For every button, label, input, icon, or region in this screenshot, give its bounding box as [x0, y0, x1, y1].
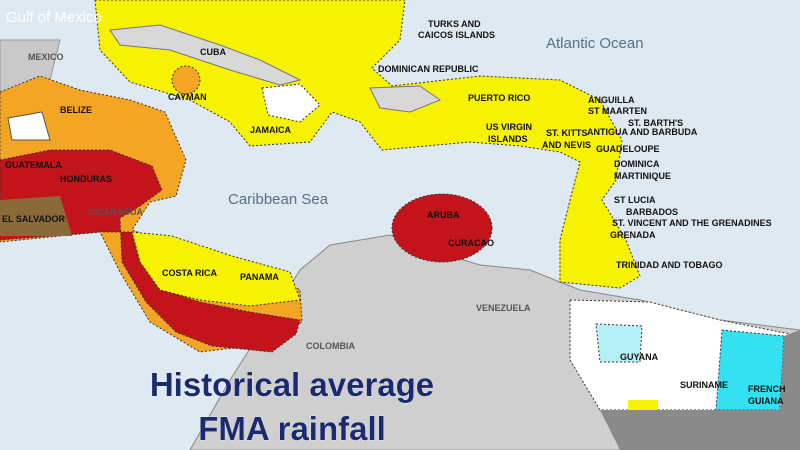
place-label: CURACAO	[448, 238, 494, 248]
island-hispaniola	[369, 85, 442, 113]
place-label: ARUBA	[427, 210, 460, 220]
water-label: Caribbean Sea	[228, 191, 329, 208]
place-label: ST LUCIA	[614, 195, 656, 205]
place-label: SURINAME	[680, 380, 728, 390]
zone-light-cyan	[595, 323, 643, 363]
place-label: GUADELOUPE	[596, 144, 660, 154]
place-label: BARBADOS	[626, 207, 678, 217]
water-label: Gulf of Mexico	[6, 9, 102, 26]
place-label: ST. VINCENT AND THE GRENADINES	[612, 218, 772, 228]
place-label: AND NEVIS	[542, 140, 591, 150]
place-label: DOMINICAN REPUBLIC	[378, 64, 479, 74]
place-label: GUIANA	[748, 396, 784, 406]
zone-white-belize	[7, 111, 51, 141]
title: Historical average	[150, 366, 434, 403]
zone-brown	[0, 196, 72, 236]
place-label: GRENADA	[610, 230, 656, 240]
place-label: DOMINICA	[614, 159, 660, 169]
place-label: ANGUILLA	[588, 95, 635, 105]
place-label: ST MAARTEN	[588, 106, 647, 116]
title: FMA rainfall	[198, 410, 386, 447]
place-label: TRINIDAD AND TOBAGO	[616, 260, 723, 270]
land-gray	[600, 330, 800, 450]
place-label: CAICOS ISLANDS	[418, 30, 495, 40]
place-label: PUERTO RICO	[468, 93, 530, 103]
place-label: JAMAICA	[250, 125, 292, 135]
place-label: ST. KITTS	[546, 128, 588, 138]
place-label: ANTIGUA AND BARBUDA	[587, 127, 698, 137]
place-label: ST. BARTH'S	[628, 118, 683, 128]
zone-yellow	[94, 0, 641, 289]
place-label: GUATEMALA	[5, 160, 62, 170]
zone-white	[261, 83, 321, 123]
place-label: FRENCH	[748, 384, 786, 394]
place-label: EL SALVADOR	[2, 214, 66, 224]
place-label: ISLANDS	[488, 134, 528, 144]
place-label: NICARAGUA	[88, 207, 143, 217]
place-label: VENEZUELA	[476, 303, 531, 313]
place-label: BELIZE	[60, 105, 92, 115]
place-label: HONDURAS	[60, 174, 112, 184]
place-label: MARTINIQUE	[614, 171, 671, 181]
place-label: TURKS AND	[428, 19, 481, 29]
place-label: COLOMBIA	[306, 341, 355, 351]
place-label: GUYANA	[620, 352, 659, 362]
place-label: US VIRGIN	[486, 122, 532, 132]
island-cuba	[109, 24, 302, 86]
place-label: PANAMA	[240, 272, 279, 282]
place-label: COSTA RICA	[162, 268, 217, 278]
zone-yellow-small	[628, 400, 658, 410]
place-label: CUBA	[200, 47, 226, 57]
zone-abc	[391, 193, 493, 263]
zone-cayman	[171, 65, 201, 95]
place-label: CAYMAN	[168, 92, 207, 102]
zone-yellow-panama	[131, 231, 301, 307]
water-label: Atlantic Ocean	[546, 35, 644, 52]
place-label: MEXICO	[28, 52, 64, 62]
